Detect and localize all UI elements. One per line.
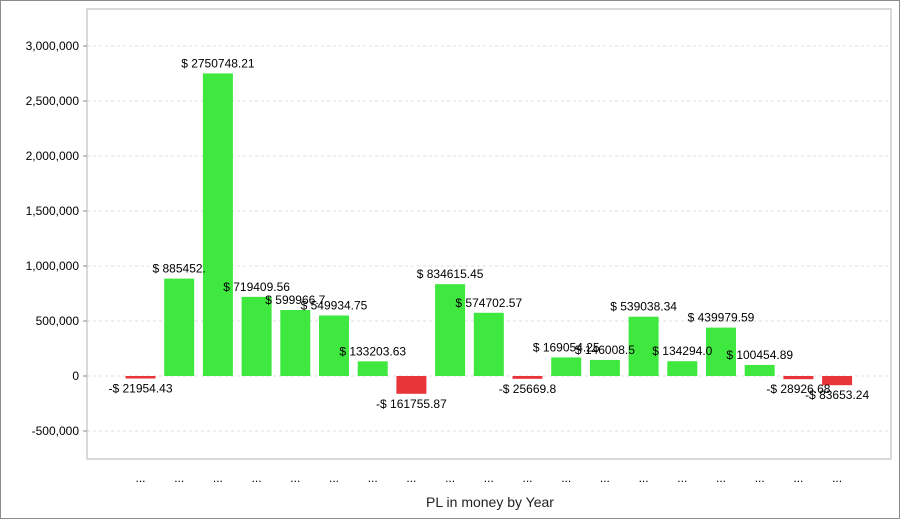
- bar: [241, 296, 272, 376]
- bar: [551, 357, 582, 376]
- x-tick-label: ...: [600, 471, 610, 485]
- x-tick-label: ...: [329, 471, 339, 485]
- bars: [125, 73, 853, 394]
- bar: [512, 376, 543, 379]
- bar: [783, 376, 814, 380]
- x-tick-label: ...: [368, 471, 378, 485]
- bar: [744, 364, 775, 376]
- bar: [280, 310, 311, 376]
- data-label: $ 834615.45: [417, 267, 484, 281]
- y-tick-label: -500,000: [32, 424, 80, 438]
- y-tick-label: 0: [72, 369, 79, 383]
- x-tick-label: ...: [793, 471, 803, 485]
- data-label: -$ 28926.68: [766, 382, 830, 396]
- bar: [396, 376, 427, 394]
- x-tick-label: ...: [677, 471, 687, 485]
- data-label: $ 574702.57: [455, 296, 522, 310]
- data-label: $ 885452.: [153, 262, 206, 276]
- bar: [667, 361, 698, 376]
- data-label: $ 2750748.21: [181, 56, 255, 70]
- x-tick-label: ...: [639, 471, 649, 485]
- data-label: $ 539038.34: [610, 300, 677, 314]
- y-tick-label: 3,000,000: [26, 39, 80, 53]
- x-tick-label: ...: [832, 471, 842, 485]
- data-label: $ 439979.59: [688, 311, 755, 325]
- x-tick-label: ...: [252, 471, 262, 485]
- data-label: $ 133203.63: [339, 344, 406, 358]
- bar: [628, 316, 659, 376]
- data-label: $ 599966.7: [265, 293, 325, 307]
- y-tick-label: 500,000: [36, 314, 80, 328]
- x-tick-label: ...: [522, 471, 532, 485]
- x-axis: ........................................…: [135, 471, 842, 485]
- data-label: -$ 21954.43: [108, 382, 172, 396]
- bar: [706, 327, 736, 376]
- bar: [164, 278, 195, 376]
- x-tick-label: ...: [561, 471, 571, 485]
- data-label: $ 549934.75: [301, 299, 368, 313]
- bar: [435, 284, 466, 376]
- data-label: $ 134294.0: [652, 344, 712, 358]
- data-label: $ 100454.89: [726, 348, 793, 362]
- x-tick-label: ...: [213, 471, 223, 485]
- bar: [202, 73, 233, 376]
- y-tick-label: 1,500,000: [26, 204, 80, 218]
- data-label: -$ 25669.8: [499, 382, 557, 396]
- data-label: $ 169054.25: [533, 340, 600, 354]
- x-tick-label: ...: [290, 471, 300, 485]
- data-label: -$ 161755.87: [376, 397, 447, 411]
- x-tick-label: ...: [484, 471, 494, 485]
- x-tick-label: ...: [406, 471, 416, 485]
- bar: [822, 376, 853, 386]
- bar: [589, 359, 620, 376]
- data-label: -$ 83653.24: [805, 388, 869, 402]
- y-axis: 3,000,000 2,500,000 2,000,000 1,500,000 1,00…: [26, 39, 87, 438]
- x-tick-label: ...: [135, 471, 145, 485]
- x-tick-label: ...: [174, 471, 184, 485]
- bar: [319, 315, 349, 376]
- y-tick-label: 2,500,000: [26, 94, 80, 108]
- y-tick-label: 1,000,000: [26, 259, 80, 273]
- plot-area: [86, 8, 892, 460]
- data-label: $ 146008.5: [575, 343, 635, 357]
- data-label: $ 719409.56: [223, 280, 290, 294]
- bar: [473, 312, 504, 376]
- y-tick-label: 2,000,000: [26, 149, 80, 163]
- bar: [357, 361, 388, 376]
- bar: [125, 376, 156, 379]
- x-axis-title: PL in money by Year: [426, 494, 554, 510]
- x-tick-label: ...: [445, 471, 455, 485]
- x-tick-label: ...: [755, 471, 765, 485]
- data-labels: -$ 21954.43 $ 885452. $ 2750748.21 $ 719409…: [108, 56, 869, 410]
- x-tick-label: ...: [716, 471, 726, 485]
